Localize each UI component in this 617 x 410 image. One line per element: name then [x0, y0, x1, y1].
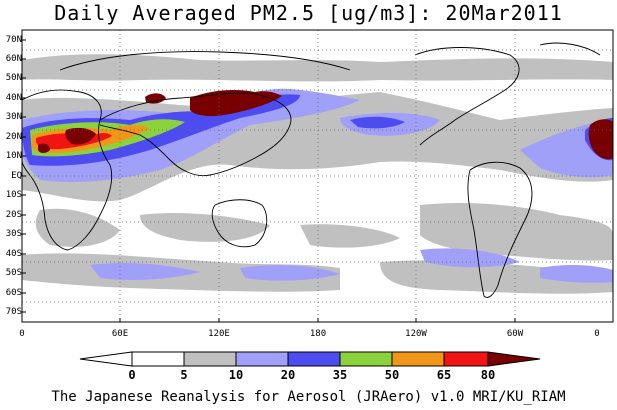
- pm25-map: [21, 29, 614, 323]
- lat-label-50n: 50N: [5, 73, 22, 83]
- lat-label-30s: 30S: [5, 229, 22, 239]
- tick-marks: [22, 39, 516, 322]
- lat-label-60n: 60N: [5, 54, 22, 64]
- lon-label-120w: 120W: [405, 329, 427, 339]
- map-title: Daily Averaged PM2.5 [ug/m3]: 20Mar2011: [54, 1, 563, 25]
- lat-label-70n: 70N: [5, 35, 22, 45]
- colorbar-label-0: 0: [128, 368, 136, 382]
- lon-label-0-west: 0: [19, 329, 25, 339]
- lat-label-60s: 60S: [5, 288, 22, 298]
- lat-label-20n: 20N: [5, 132, 22, 142]
- lon-label-180: 180: [309, 329, 327, 339]
- colorbar-label-35: 35: [332, 368, 348, 382]
- lat-label-20s: 20S: [5, 210, 22, 220]
- lat-label-30n: 30N: [5, 112, 22, 122]
- colorbar-label-10: 10: [228, 368, 244, 382]
- coastlines: [22, 42, 601, 298]
- lat-label-50s: 50S: [5, 268, 22, 278]
- lon-label-60w: 60W: [506, 329, 524, 339]
- footer-credit: The Japanese Reanalysis for Aerosol (JRA…: [51, 389, 566, 405]
- lon-label-60e: 60E: [111, 329, 129, 339]
- lat-label-40n: 40N: [5, 93, 22, 103]
- lat-label-70s: 70S: [5, 307, 22, 317]
- colorbar-label-5: 5: [180, 368, 188, 382]
- colorbar-label-80: 80: [480, 368, 496, 382]
- lat-label-10s: 10S: [5, 190, 22, 200]
- lat-label-eq: EQ: [11, 171, 22, 181]
- gridlines: [22, 30, 613, 322]
- colorbar-label-50: 50: [384, 368, 400, 382]
- lat-label-10n: 10N: [5, 151, 22, 161]
- pm25-level-5-10: [22, 54, 613, 294]
- pm25-level-80-plus: [38, 90, 613, 160]
- lon-label-0-east: 0: [594, 329, 600, 339]
- colorbar-label-65: 65: [436, 368, 452, 382]
- pm25-field: [22, 54, 613, 294]
- colorbar-label-20: 20: [280, 368, 296, 382]
- lat-label-40s: 40S: [5, 249, 22, 259]
- lon-label-120e: 120E: [208, 329, 230, 339]
